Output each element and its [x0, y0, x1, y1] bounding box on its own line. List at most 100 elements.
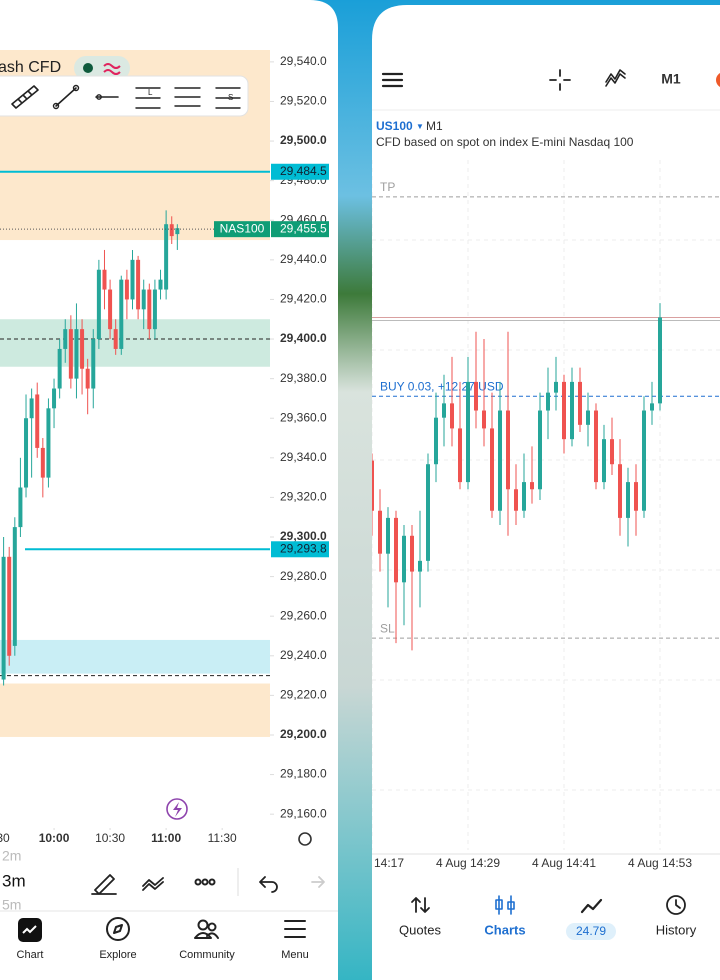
- level-label: TP: [380, 180, 395, 194]
- right-toolbar[interactable]: [381, 69, 626, 91]
- level-label: SL: [380, 621, 395, 635]
- candle-body: [570, 381, 574, 440]
- candle-body: [658, 317, 662, 404]
- candle-body: [7, 556, 12, 656]
- candle-body: [124, 279, 129, 300]
- candle-body: [530, 482, 534, 490]
- candle-body: [96, 269, 101, 340]
- candle-body: [130, 259, 135, 300]
- candle-body: [46, 408, 51, 478]
- level-label: BUY 0.03, +12.27 USD: [380, 379, 504, 393]
- x-tick-label: 11:00: [151, 831, 181, 845]
- y-tick-label: 29,320.0: [280, 490, 327, 504]
- candle-body: [80, 329, 85, 369]
- candle-body: [108, 289, 113, 330]
- nav-label[interactable]: Quotes: [399, 922, 441, 937]
- candle-body: [74, 329, 79, 379]
- y-tick-label: 29,180.0: [280, 767, 327, 781]
- y-tick-label: 29,440.0: [280, 252, 327, 266]
- x-tick-label: 10:30: [95, 831, 125, 845]
- candle-body: [35, 394, 40, 448]
- candle-body: [378, 510, 382, 554]
- y-tick-label: 29,420.0: [280, 292, 327, 306]
- live-icon: [103, 63, 121, 75]
- x-tick-label: 9:30: [0, 831, 10, 845]
- candle-body: [85, 368, 90, 389]
- price-tag-label: 29,484.5: [280, 164, 327, 178]
- y-tick-label: 29,380.0: [280, 371, 327, 385]
- price-tag-label: 29,293.8: [280, 541, 327, 555]
- y-tick-label: 29,540.0: [280, 54, 327, 68]
- quick-trade[interactable]: [166, 798, 188, 820]
- candle-body: [610, 439, 614, 465]
- timeframe-option[interactable]: 5m: [2, 897, 21, 913]
- quick-trade-icon: [173, 802, 182, 817]
- candle-body: [169, 224, 174, 237]
- candle-body: [372, 460, 374, 511]
- y-tick-label: 29,200.0: [280, 727, 327, 741]
- candle-body: [650, 403, 654, 411]
- nav-label[interactable]: Explore: [99, 949, 136, 961]
- y-tick-label: 29,280.0: [280, 569, 327, 583]
- toolbar-icons[interactable]: L S: [11, 84, 241, 110]
- candle-body: [152, 289, 157, 330]
- nav-label[interactable]: Chart: [17, 949, 44, 961]
- nav-label[interactable]: Menu: [281, 949, 309, 961]
- nav-label[interactable]: History: [656, 922, 697, 937]
- candle-body: [434, 417, 438, 465]
- candle-body: [386, 517, 390, 554]
- candle-body: [546, 392, 550, 411]
- candle-body: [450, 403, 454, 429]
- x-tick-label: 10:00: [39, 831, 70, 845]
- x-tick-label: 4 Aug 14:53: [628, 856, 692, 870]
- symbol-name: ash CFD: [0, 59, 61, 76]
- candle-body: [482, 410, 486, 429]
- candle-body: [175, 228, 180, 235]
- y-tick-label: 29,500.0: [280, 133, 327, 147]
- chart-description: CFD based on spot on index E-mini Nasdaq…: [376, 135, 634, 149]
- x-tick-label: 11:30: [208, 831, 237, 845]
- y-tick-label: 29,300.0: [280, 529, 327, 543]
- candle-body: [102, 269, 107, 290]
- candle-body: [52, 388, 57, 409]
- candle-body: [594, 410, 598, 483]
- candle-body: [141, 289, 146, 310]
- chart-symbol[interactable]: US100: [376, 119, 413, 133]
- candle-body: [618, 464, 622, 518]
- timeframe-button[interactable]: M1: [661, 71, 681, 87]
- candle-body: [119, 279, 124, 349]
- x-tick-label: 4 Aug 14:29: [436, 856, 500, 870]
- right-nav-icons[interactable]: [411, 895, 686, 915]
- chart-tools[interactable]: [91, 874, 325, 895]
- y-tick-label: 29,160.0: [280, 806, 327, 820]
- symbol-tag-label: NAS100: [220, 221, 265, 235]
- nav-badge[interactable]: 24.79: [576, 924, 606, 938]
- trade-button[interactable]: [716, 72, 720, 88]
- timeframe-option[interactable]: 3m: [2, 871, 26, 890]
- y-tick-label: 29,520.0: [280, 94, 327, 108]
- badge-bg: [566, 923, 616, 940]
- candle-body: [113, 329, 118, 349]
- timeframe-option[interactable]: 2m: [2, 848, 21, 864]
- right-app: [372, 5, 720, 980]
- candle-body: [458, 428, 462, 483]
- left-nav-icons[interactable]: [18, 917, 306, 942]
- candle-body: [538, 410, 542, 490]
- y-tick-label: 29,360.0: [280, 410, 327, 424]
- candle-body: [514, 489, 518, 511]
- candle-body: [136, 259, 141, 310]
- zone: [0, 319, 270, 367]
- nav-label[interactable]: Community: [179, 949, 235, 961]
- candle-body: [506, 410, 510, 490]
- candle-body: [442, 403, 446, 418]
- y-tick-label: 29,400.0: [280, 331, 327, 345]
- candle-body: [12, 527, 17, 646]
- y-tick-label: 29,340.0: [280, 450, 327, 464]
- nav-label[interactable]: Charts: [484, 922, 525, 937]
- settings-button[interactable]: [298, 832, 312, 846]
- drawing-toolbar: [0, 75, 249, 117]
- candle-body: [394, 517, 398, 583]
- candle-body: [466, 381, 470, 483]
- candle-body: [18, 487, 23, 528]
